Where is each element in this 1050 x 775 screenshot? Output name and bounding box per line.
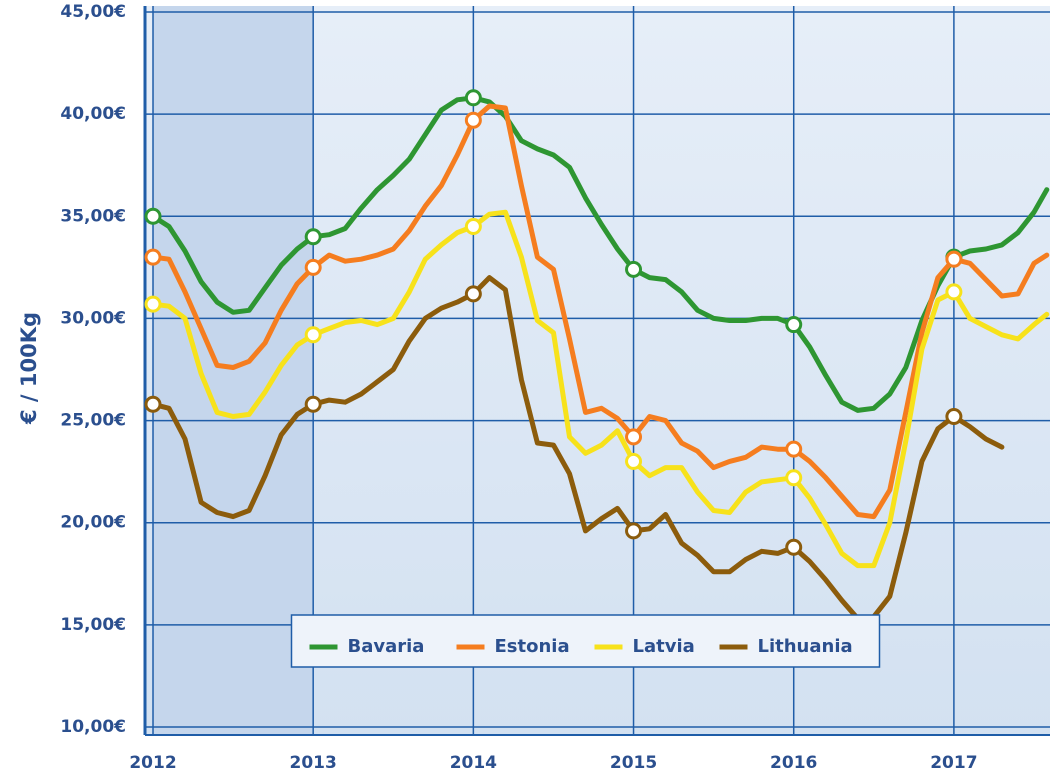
data-point xyxy=(304,395,322,413)
data-point xyxy=(785,440,803,458)
data-point xyxy=(625,452,643,470)
data-point xyxy=(945,250,963,268)
x-tick-label: 2015 xyxy=(610,753,657,773)
data-point xyxy=(785,316,803,334)
data-point xyxy=(945,283,963,301)
data-point xyxy=(464,89,482,107)
data-point xyxy=(945,407,963,425)
data-point xyxy=(625,428,643,446)
y-tick-label: 40,00€ xyxy=(60,104,126,124)
x-tick-label: 2016 xyxy=(770,753,817,773)
y-tick-label: 45,00€ xyxy=(60,2,126,22)
legend-label: Lithuania xyxy=(758,636,853,657)
data-point xyxy=(785,469,803,487)
legend-label: Latvia xyxy=(633,636,695,657)
data-point xyxy=(144,295,162,313)
data-point xyxy=(464,218,482,235)
data-point xyxy=(304,258,322,276)
x-tick-label: 2013 xyxy=(290,753,337,773)
data-point xyxy=(144,207,162,225)
series-line xyxy=(150,103,1050,520)
data-point xyxy=(304,228,322,246)
x-tick-label: 2017 xyxy=(930,753,977,773)
x-tick-label: 2014 xyxy=(450,753,497,773)
legend-label: Estonia xyxy=(495,636,570,657)
data-point xyxy=(785,538,803,556)
series-line xyxy=(150,95,1050,413)
shaded-band xyxy=(153,6,314,735)
data-point xyxy=(464,285,482,303)
data-point xyxy=(464,111,482,129)
x-tick-label: 2012 xyxy=(129,753,176,773)
y-tick-label: 30,00€ xyxy=(60,308,126,328)
y-tick-label: 15,00€ xyxy=(60,615,126,635)
data-point xyxy=(144,395,162,413)
y-tick-label: 10,00€ xyxy=(60,717,126,737)
plot-background xyxy=(145,6,1050,735)
series-line xyxy=(150,209,1050,569)
data-point xyxy=(304,326,322,344)
data-point xyxy=(144,248,162,266)
data-point xyxy=(625,522,643,540)
data-point xyxy=(625,260,643,278)
y-tick-label: 20,00€ xyxy=(60,513,126,533)
legend-label: Bavaria xyxy=(348,636,425,657)
y-tick-label: 25,00€ xyxy=(60,411,126,431)
legend-box xyxy=(290,614,881,668)
y-axis-label: € / 100Kg xyxy=(17,312,41,425)
y-tick-label: 35,00€ xyxy=(60,206,126,226)
